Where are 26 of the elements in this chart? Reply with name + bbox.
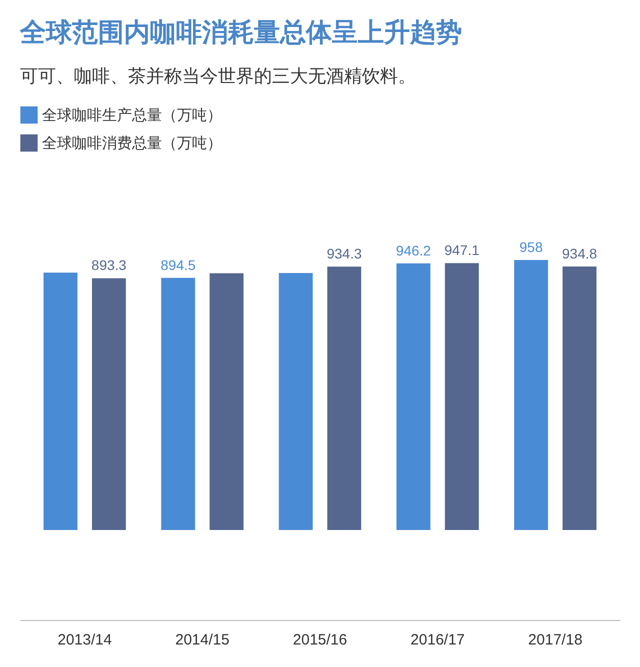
data-label: 947.1 [444, 242, 480, 258]
legend-label: 全球咖啡消费总量（万吨） [42, 135, 222, 152]
data-label: 946.2 [396, 242, 432, 258]
data-label: 958 [519, 239, 543, 255]
legend-label: 全球咖啡生产总量（万吨） [42, 107, 222, 124]
bar [161, 278, 196, 530]
x-tick-label: 2014/15 [175, 632, 230, 648]
bar [514, 260, 548, 530]
bar [562, 266, 596, 530]
bar [396, 263, 430, 530]
bar [327, 266, 362, 530]
bar [278, 272, 313, 530]
x-tick-label: 2013/14 [58, 632, 112, 648]
data-label: 893.3 [91, 257, 127, 274]
chart-title: 全球范围内咖啡消耗量总体呈上升趋势 [19, 17, 462, 47]
bar [210, 273, 244, 530]
bar [44, 272, 78, 530]
bar [92, 278, 126, 530]
data-label: 894.5 [160, 256, 196, 273]
x-tick-label: 2017/18 [528, 632, 582, 648]
data-label: 934.8 [562, 246, 598, 262]
bar [444, 263, 479, 530]
chart-subtitle: 可可、咖啡、茶并称当今世界的三大无酒精饮料。 [20, 66, 416, 86]
data-label: 934.3 [326, 246, 362, 262]
x-tick-label: 2015/16 [292, 632, 348, 648]
x-tick-label: 2016/17 [410, 632, 465, 648]
